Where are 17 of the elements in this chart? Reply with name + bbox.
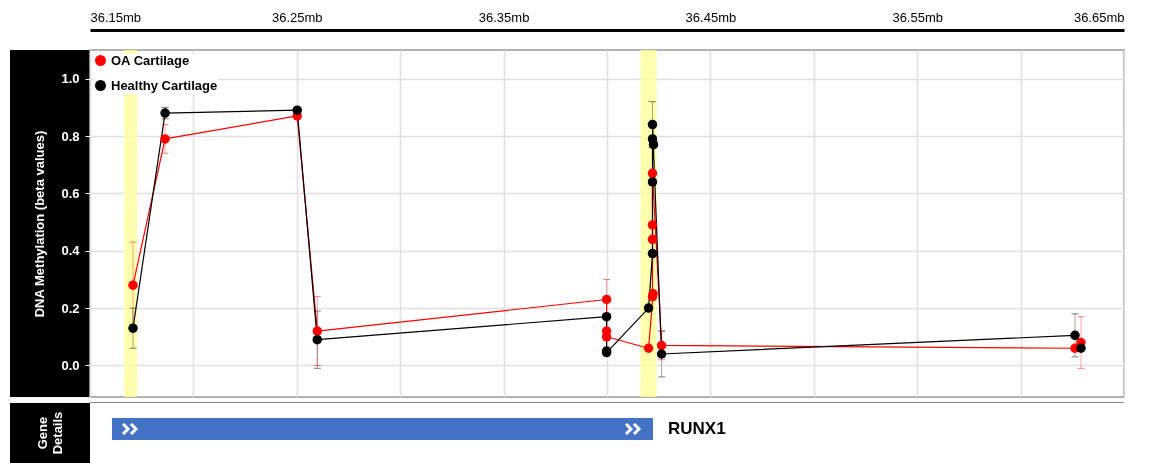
y-tick-label: 0.0 — [61, 357, 80, 373]
text: RUNX1 — [668, 418, 726, 440]
y-tick-label: 0.4 — [61, 243, 81, 259]
legend-label: Healthy Cartilage — [111, 77, 218, 93]
y-tick-label: 0.8 — [61, 128, 80, 144]
x-tick-label: 36.25mb — [272, 9, 323, 25]
text: Gene Details — [35, 411, 65, 455]
y-tick-label: 1.0 — [61, 71, 80, 87]
y-tick-label: 0.2 — [61, 300, 80, 316]
y-tick-label: 0.6 — [61, 185, 80, 201]
x-tick-label: 36.65mb — [1073, 9, 1125, 25]
legend-label: OA Cartilage — [111, 52, 190, 68]
x-tick-label: 36.45mb — [685, 9, 737, 25]
x-tick-label: 36.15mb — [90, 9, 142, 25]
x-tick-label: 36.55mb — [892, 9, 943, 25]
y-axis-title: DNA Methylation (beta values) — [32, 130, 48, 318]
x-tick-label: 36.35mb — [478, 9, 530, 25]
